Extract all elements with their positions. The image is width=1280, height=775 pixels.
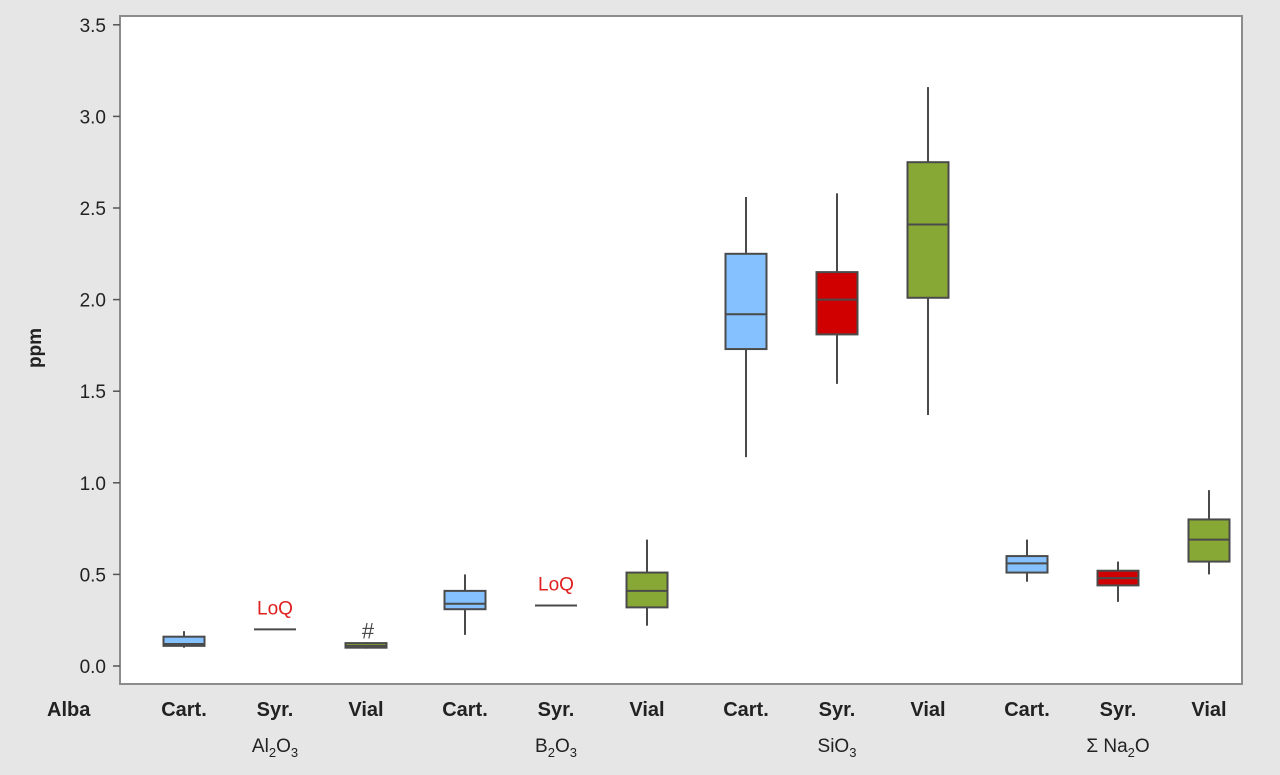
group-label-text: O	[555, 736, 570, 757]
category-label: Cart.	[161, 699, 207, 721]
group-label: Σ Na2O	[1086, 736, 1149, 760]
category-label: Syr.	[1100, 699, 1137, 721]
y-tick-label: 0.0	[80, 657, 106, 678]
plot-area	[119, 15, 1243, 685]
group-label-text: Σ Na	[1086, 736, 1128, 757]
loq-annotation: LoQ	[538, 575, 574, 596]
group-label-text: SiO	[818, 736, 850, 757]
group-label: SiO3	[818, 736, 857, 760]
group-label-text: Al	[252, 736, 269, 757]
loq-annotation: LoQ	[257, 598, 293, 619]
group-label: Al2O3	[252, 736, 298, 760]
category-label: Vial	[1191, 699, 1226, 721]
box-iqr	[443, 589, 487, 611]
category-label: Syr.	[819, 699, 856, 721]
y-axis-label: ppm	[25, 328, 46, 368]
category-label: Cart.	[442, 699, 488, 721]
category-label: Vial	[348, 699, 383, 721]
group-label-subscript: 2	[548, 745, 555, 760]
category-label: Cart.	[723, 699, 769, 721]
box-iqr	[815, 271, 859, 336]
group-label-text: O	[1135, 736, 1150, 757]
group-label-subscript: 3	[570, 745, 577, 760]
y-tick-label: 3.5	[80, 16, 106, 37]
outlier-marker: #	[362, 618, 375, 643]
y-tick-label: 1.5	[80, 382, 106, 403]
box-iqr	[724, 252, 768, 351]
y-tick-label: 2.0	[80, 291, 106, 312]
y-tick-label: 2.5	[80, 199, 106, 220]
row-label-alba: Alba	[47, 699, 91, 721]
box-iqr	[906, 161, 950, 299]
category-label: Syr.	[538, 699, 575, 721]
y-tick-label: 3.0	[80, 107, 106, 128]
group-label-subscript: 3	[849, 745, 856, 760]
category-label: Vial	[910, 699, 945, 721]
box-iqr	[162, 635, 206, 647]
category-label: Syr.	[257, 699, 294, 721]
y-tick-label: 1.0	[80, 474, 106, 495]
y-tick-label: 0.5	[80, 565, 106, 586]
group-label-text: B	[535, 736, 548, 757]
group-label-subscript: 2	[269, 745, 276, 760]
box-series: LoQ # LoQ	[162, 87, 1231, 649]
y-axis: 0.0 0.5 1.0 1.5 2.0 2.5 3.0 3.5	[80, 16, 120, 678]
group-label: B2O3	[535, 736, 577, 760]
group-label-subscript: 3	[291, 745, 298, 760]
group-label-subscript: 2	[1128, 745, 1135, 760]
group-label-text: O	[276, 736, 291, 757]
category-label: Vial	[629, 699, 664, 721]
category-label: Cart.	[1004, 699, 1050, 721]
